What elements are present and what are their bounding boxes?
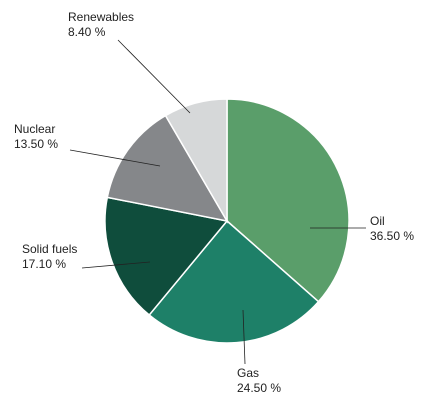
leader-line: [117, 39, 191, 114]
pie-slice: [148, 219, 320, 344]
leader-line: [81, 261, 151, 269]
slice-label: Oil: [370, 214, 385, 228]
pie-slice: [104, 196, 229, 317]
leader-line: [69, 149, 161, 167]
slice-label: Nuclear: [14, 122, 55, 136]
pie-slice: [106, 114, 229, 223]
slice-label: Gas: [237, 366, 259, 380]
slice-value-label: 36.50 %: [370, 229, 414, 243]
slice-label: Solid fuels: [22, 242, 77, 256]
pie-slice: [226, 98, 350, 303]
slice-value-label: 8.40 %: [68, 25, 106, 39]
slice-value-label: 13.50 %: [14, 137, 58, 151]
slice-value-label: 24.50 %: [237, 381, 281, 395]
slice-value-label: 17.10 %: [22, 257, 66, 271]
pie-slice: [164, 98, 228, 224]
leader-line: [242, 309, 246, 365]
slice-label: Renewables: [68, 10, 134, 24]
